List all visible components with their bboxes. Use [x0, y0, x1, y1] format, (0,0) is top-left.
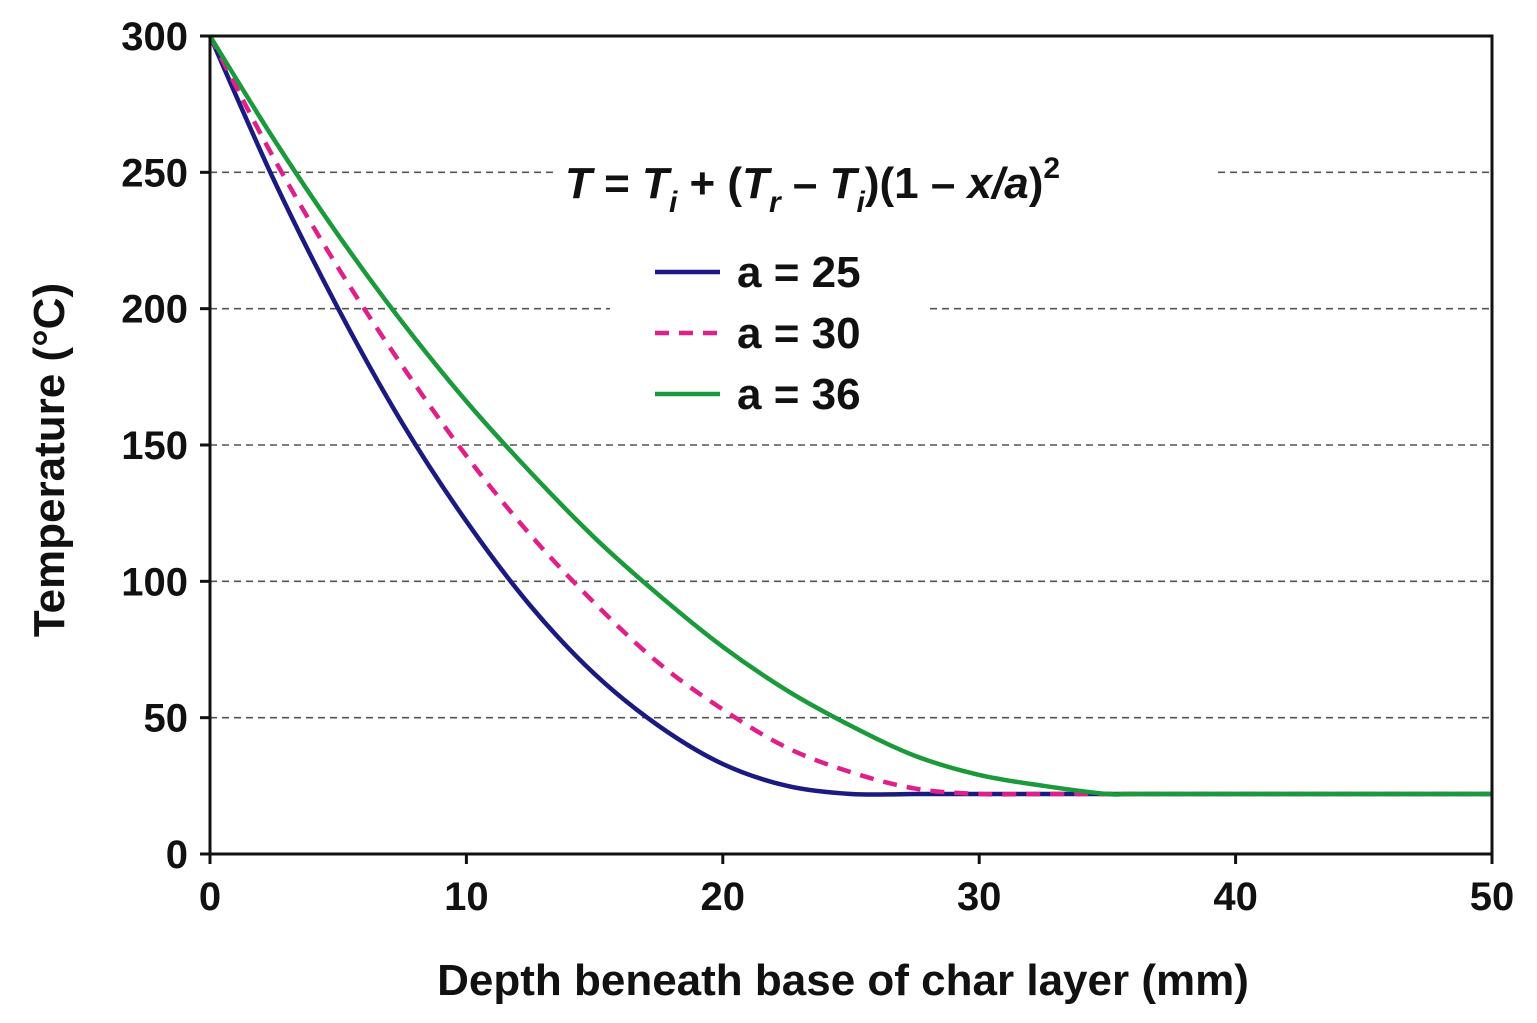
x-tick-label-0: 0 [199, 875, 221, 919]
eq-mid: )(1 – [865, 159, 968, 208]
y-tick-label-50: 50 [144, 697, 189, 741]
eq-Tr: T [742, 159, 772, 208]
x-tick-label-40: 40 [1213, 875, 1258, 919]
eq-sub-r: r [769, 186, 783, 219]
eq-sub-i-2: i [856, 186, 865, 219]
y-tick-label-150: 150 [121, 424, 188, 468]
y-tick-label-100: 100 [121, 560, 188, 604]
x-axis-ticks: 0 10 20 30 40 50 [199, 854, 1514, 919]
equation-annotation: T = Ti + (Tr – Ti)(1 – x/a)2 [555, 145, 1215, 219]
legend-label-1: a = 25 [737, 248, 861, 297]
legend: a = 25 a = 30 a = 36 [610, 240, 930, 420]
eq-superscript: 2 [1043, 152, 1060, 185]
x-tick-label-20: 20 [701, 875, 746, 919]
eq-Ti: T [642, 159, 672, 208]
eq-equals: = [592, 159, 642, 208]
eq-T: T [565, 159, 595, 208]
eq-x-over-a: x/a [966, 159, 1029, 208]
x-tick-label-30: 30 [957, 875, 1002, 919]
eq-minus: – [781, 159, 830, 208]
y-tick-label-250: 250 [121, 151, 188, 195]
x-axis-title: Depth beneath base of char layer (mm) [437, 956, 1249, 1005]
eq-close: ) [1029, 159, 1044, 208]
eq-sub-i: i [669, 186, 678, 219]
eq-Ti-2: T [830, 159, 860, 208]
equation-text: T = Ti + (Tr – Ti)(1 – x/a)2 [565, 152, 1060, 219]
x-tick-label-50: 50 [1470, 875, 1515, 919]
y-tick-label-300: 300 [121, 15, 188, 59]
legend-label-3: a = 36 [737, 370, 861, 419]
y-axis-ticks: 0 50 100 150 200 250 300 [121, 15, 210, 877]
legend-label-2: a = 30 [737, 309, 861, 358]
y-tick-label-0: 0 [166, 833, 188, 877]
eq-plus: + ( [677, 159, 742, 208]
series-lines [207, 34, 1492, 797]
x-tick-label-10: 10 [444, 875, 489, 919]
y-axis-title: Temperature (°C) [25, 283, 74, 637]
series-line-3 [208, 34, 1492, 797]
y-tick-label-200: 200 [121, 288, 188, 332]
